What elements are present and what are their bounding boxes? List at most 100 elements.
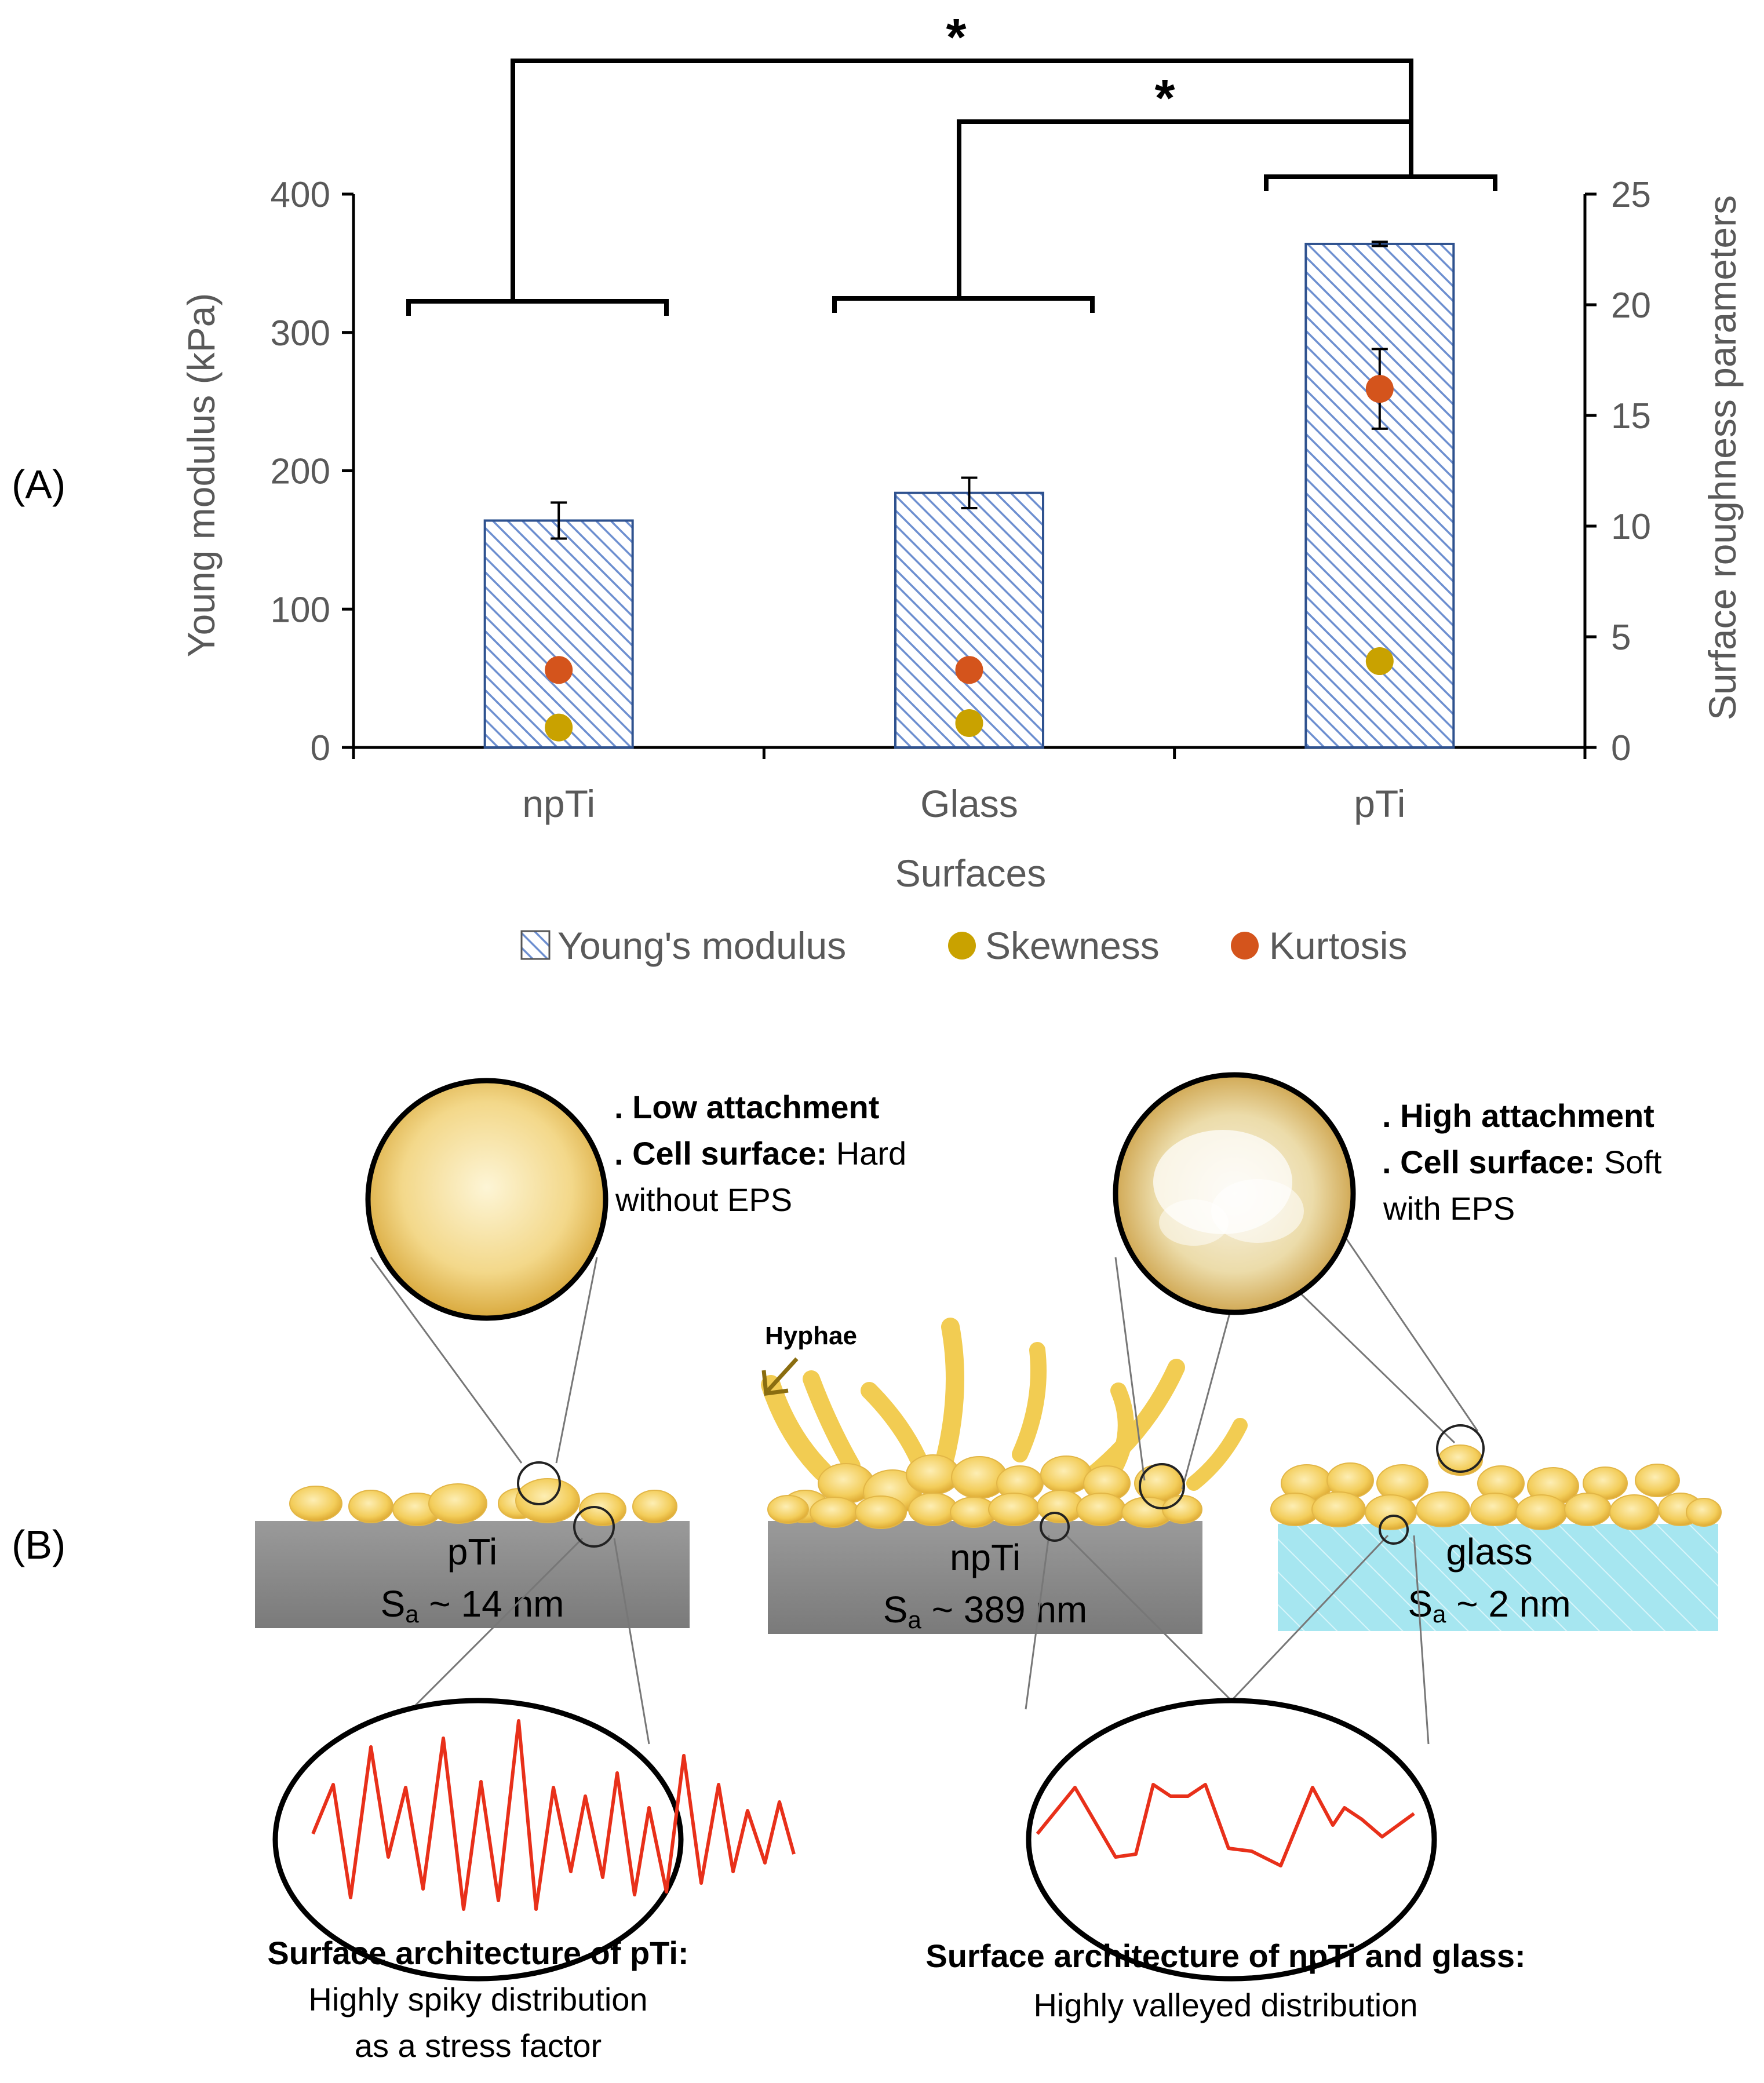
left-callout-line3: without EPS <box>615 1181 792 1218</box>
yeast-cell-37 <box>1365 1494 1417 1530</box>
y-tick-label-1: 100 <box>271 590 330 630</box>
kurtosis-point-glass <box>955 656 983 684</box>
bar-error-pti <box>1371 240 1388 247</box>
yeast-cell-1 <box>348 1490 393 1523</box>
bar-glass <box>894 491 1044 749</box>
legend-swatch-youngs <box>520 930 551 960</box>
right-caption: Surface architecture of npTi and glass: … <box>925 1938 1525 2023</box>
substrate-pti: pTi Sa ~ 14 nm <box>255 1521 690 1628</box>
substrate-npti-block <box>768 1521 1202 1634</box>
y2-tick-label-1: 5 <box>1611 618 1631 658</box>
y-tick-label-2: 200 <box>271 452 330 492</box>
left-callout: . Low attachment . Cell surface: Hard wi… <box>614 1089 906 1218</box>
panel-label-a: (A) <box>12 462 65 507</box>
panel-label-b: (B) <box>12 1522 65 1567</box>
legend-label-youngs: Young's modulus <box>557 924 846 967</box>
y2-axis-title: Surface roughness parameters <box>1701 195 1744 720</box>
left-callout-line1: . Low attachment <box>614 1089 879 1125</box>
legend-label-skewness: Skewness <box>985 924 1160 967</box>
tick-labels: 0 100 200 300 400 0 5 10 15 20 25 npTi Glass pTi <box>271 175 1651 825</box>
yeast-cell-38 <box>1416 1491 1470 1527</box>
yeast-cell-17 <box>767 1495 809 1524</box>
y2-tick-label-4: 20 <box>1611 286 1651 326</box>
y2-tick-label-5: 25 <box>1611 175 1651 215</box>
yeast-cell-42 <box>1609 1494 1659 1530</box>
yeast-cell-30 <box>1438 1444 1483 1476</box>
yeast-cells <box>289 1444 1722 1530</box>
yeast-cell-5 <box>515 1478 580 1523</box>
bracket-pti <box>1264 174 1497 191</box>
bar-error-npti <box>551 501 567 540</box>
legend: Young's modulus Skewness Kurtosis <box>520 924 1407 967</box>
sig-star-2: * <box>1154 70 1175 127</box>
substrate-pti-sa: Sa ~ 14 nm <box>381 1583 564 1628</box>
yeast-cell-40 <box>1515 1494 1568 1530</box>
bracket-glass <box>832 296 1095 313</box>
bar-error-glass <box>961 476 978 509</box>
bar-npti <box>483 519 634 749</box>
substrate-npti-name: npTi <box>950 1537 1021 1578</box>
yeast-cell-34 <box>1635 1464 1680 1497</box>
skewness-point-glass <box>955 709 983 737</box>
y2-tick-label-2: 10 <box>1611 507 1651 547</box>
hyphae <box>761 1318 1248 1491</box>
yeast-cell-7 <box>632 1490 677 1523</box>
substrate-glass-name: glass <box>1446 1531 1532 1573</box>
right-caption-title: Surface architecture of npTi and glass: <box>925 1938 1525 1974</box>
y-tick-label-0: 0 <box>311 728 330 768</box>
substrate-pti-name: pTi <box>447 1531 498 1573</box>
right-caption-line2: Highly valleyed distribution <box>1033 1987 1417 2023</box>
significance-brackets <box>406 59 1497 316</box>
x-tick-label-glass: Glass <box>920 782 1018 825</box>
right-callout: . High attachment . Cell surface: Soft w… <box>1382 1097 1662 1227</box>
substrate-glass-sa: Sa ~ 2 nm <box>1408 1583 1570 1628</box>
x-tick-label-pti: pTi <box>1354 782 1405 825</box>
zoom-cell-hard <box>365 1078 608 1321</box>
x-axis-title: Surfaces <box>895 852 1046 895</box>
kurtosis-point-npti <box>545 656 573 684</box>
yeast-cell-39 <box>1470 1493 1520 1526</box>
skewness-point-npti <box>545 713 573 742</box>
left-caption-title: Surface architecture of pTi: <box>267 1935 688 1971</box>
right-callout-line2: . Cell surface: Soft <box>1382 1144 1662 1180</box>
right-callout-line3: with EPS <box>1383 1190 1515 1227</box>
left-caption-line2: Highly spiky distribution <box>308 1981 647 2018</box>
sig-line-glass-pti <box>957 119 1411 298</box>
substrate-npti: npTi Sa ~ 389 nm <box>768 1521 1202 1634</box>
points-layer <box>545 348 1394 742</box>
sig-line-npti-pti <box>511 59 1413 301</box>
yeast-cell-41 <box>1564 1493 1612 1526</box>
zoom-markers <box>517 1424 1485 1548</box>
yeast-cell-20 <box>908 1493 958 1526</box>
yeast-cell-18 <box>810 1497 859 1528</box>
bracket-npti <box>406 299 669 316</box>
kurtosis-point-pti <box>1365 375 1394 403</box>
left-caption: Surface architecture of pTi: Highly spik… <box>267 1935 688 2064</box>
legend-label-kurtosis: Kurtosis <box>1269 924 1407 967</box>
profile-spiky <box>272 1698 796 1982</box>
skewness-point-pti <box>1365 647 1394 676</box>
legend-swatch-kurtosis <box>1231 932 1259 960</box>
profile-valleyed <box>1026 1698 1437 1982</box>
hyphae-label: Hyphae <box>765 1322 857 1350</box>
yeast-cell-19 <box>855 1495 907 1529</box>
left-callout-line2: . Cell surface: Hard <box>614 1135 906 1172</box>
hyphae-arrow-icon <box>761 1357 799 1396</box>
yeast-cell-0 <box>289 1486 342 1522</box>
substrate-pti-block <box>255 1521 690 1628</box>
x-tick-label-npti: npTi <box>522 782 595 825</box>
substrate-npti-sa: Sa ~ 389 nm <box>883 1589 1087 1633</box>
substrate-glass-block <box>1278 1524 1718 1631</box>
yeast-cell-24 <box>1076 1493 1126 1526</box>
yeast-cell-3 <box>428 1483 487 1524</box>
substrate-glass: glass Sa ~ 2 nm <box>1278 1524 1718 1631</box>
zoom-cell-soft <box>1113 1072 1356 1315</box>
y-tick-label-4: 400 <box>271 175 330 215</box>
left-caption-line3: as a stress factor <box>355 2027 602 2064</box>
yeast-cell-36 <box>1311 1491 1366 1527</box>
y-tick-label-3: 300 <box>271 313 330 353</box>
y-axis-title: Young modulus (kPa) <box>180 293 223 658</box>
right-callout-line1: . High attachment <box>1382 1097 1654 1134</box>
yeast-cell-44 <box>1686 1498 1722 1527</box>
